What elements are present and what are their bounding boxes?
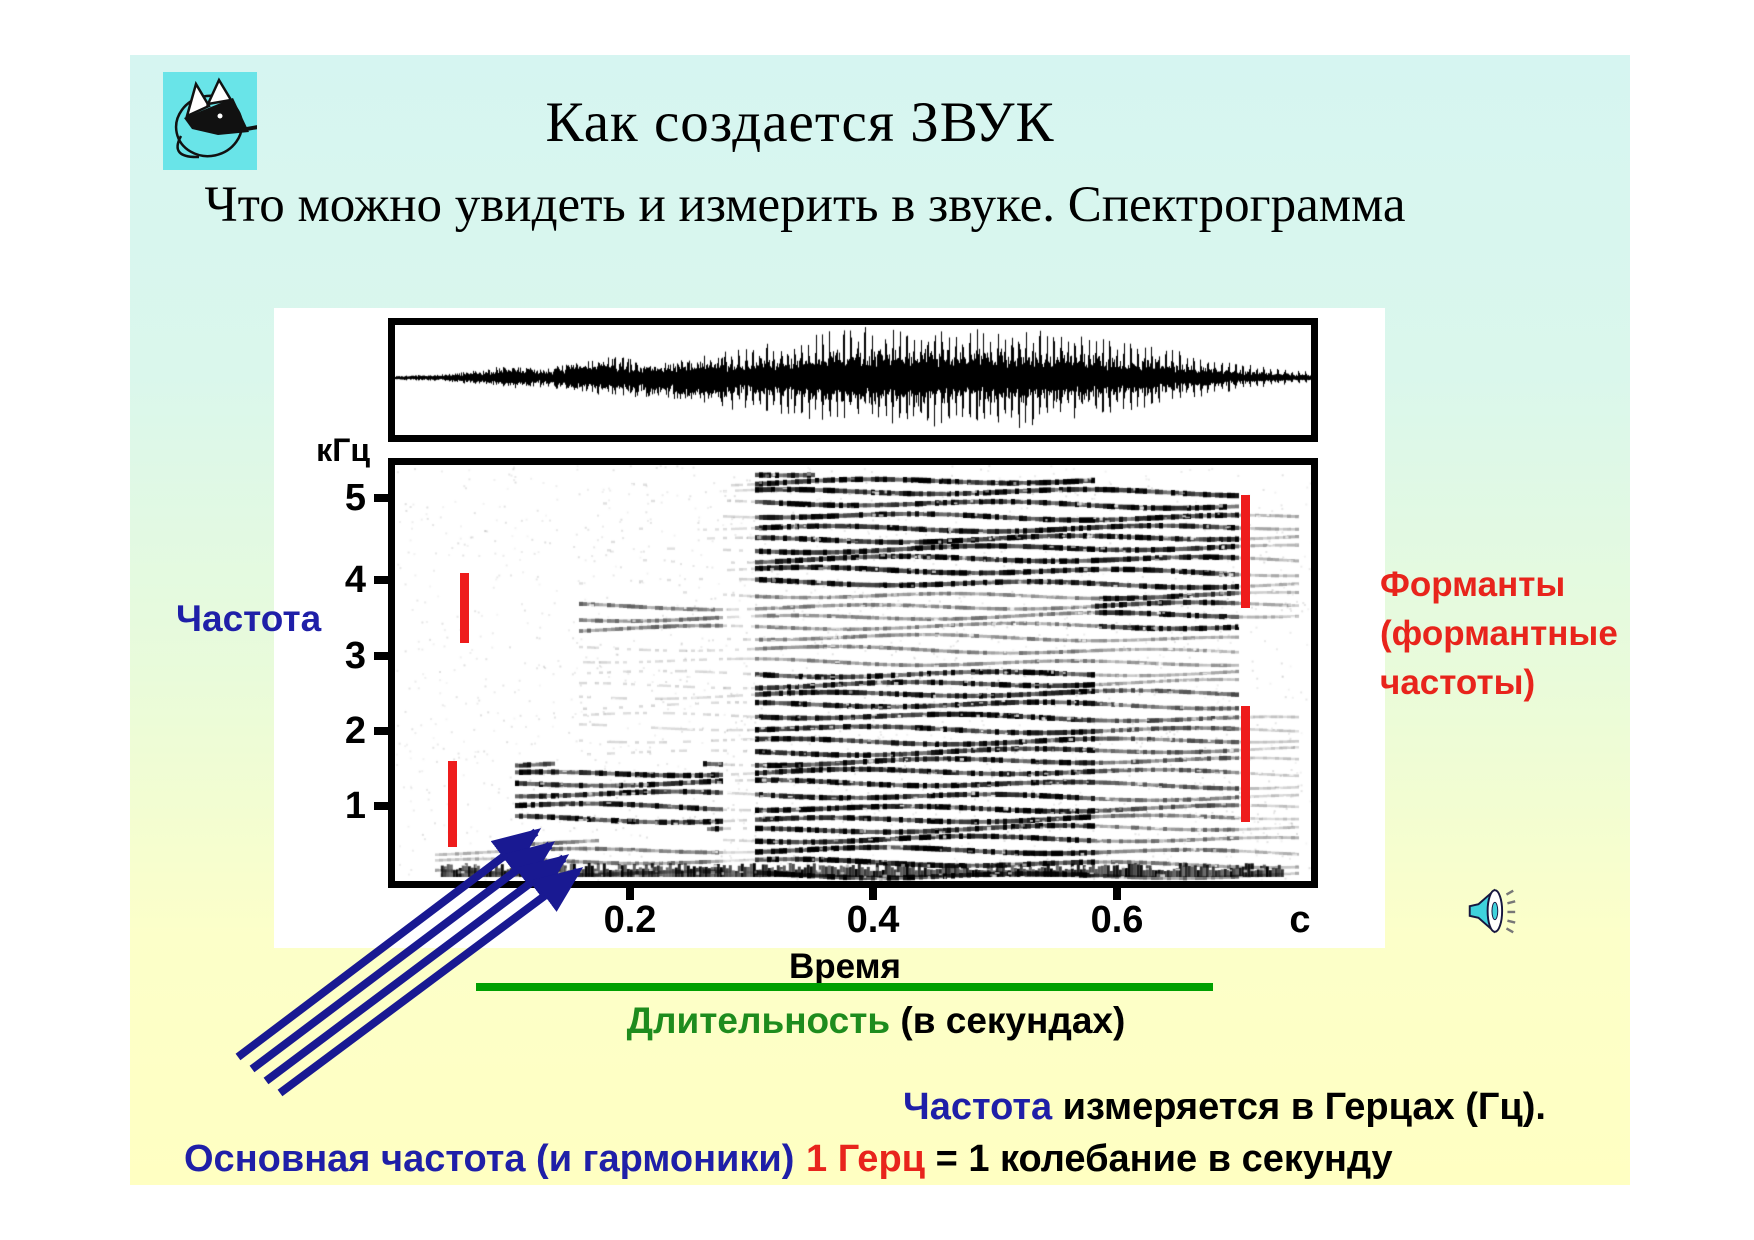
slide-subtitle: Что можно увидеть и измерить в звуке. Сп… [204,177,1406,233]
frequency-axis-label: Частота [176,598,322,639]
y-tickmark [374,802,391,810]
slide-title: Как создается ЗВУК [545,91,1055,154]
x-axis-unit-label: с [1289,899,1311,941]
frequency-definition-rest: измеряется в Герцах (Гц). [1052,1086,1546,1128]
formant-marker-right-lower [1241,706,1250,822]
fox-logo-icon [163,72,259,170]
hertz-definition-rest: = 1 колебание в секунду [925,1138,1393,1180]
x-tick-04: 0.4 [846,899,900,941]
spectrogram-panel [388,458,1318,888]
speaker-icon-glyph [1468,888,1516,934]
fox-logo [163,72,259,170]
speaker-icon[interactable] [1462,882,1520,940]
y-tick-2: 2 [344,710,366,752]
x-axis-title: Время [789,947,901,986]
frequency-word: Частота [903,1086,1053,1128]
y-tickmark [374,576,391,584]
x-tick-02: 0.2 [603,899,657,941]
formants-line-2: (формантные [1380,614,1618,653]
y-tick-5: 5 [344,477,366,519]
y-tick-3: 3 [344,635,366,677]
y-tickmark [374,494,391,502]
y-tickmark [374,727,391,735]
formant-marker-right-upper [1241,495,1250,608]
y-axis-unit-label: кГц [316,432,370,468]
formant-marker-left-upper [460,573,469,643]
x-tickmark [626,888,634,900]
waveform-panel [388,318,1318,442]
x-tickmark [869,888,877,900]
formants-label: Форманты (формантные частоты) [1380,560,1640,707]
x-tickmark [1113,888,1121,900]
formant-marker-left-lower [448,761,457,847]
hertz-word: 1 Герц [806,1138,926,1180]
y-tick-1: 1 [344,785,366,827]
formants-line-1: Форманты [1380,565,1566,604]
duration-label-rest: (в секундах) [890,1000,1126,1041]
duration-label: Длительность (в секундах) [540,1000,1212,1042]
formants-line-3: частоты) [1380,663,1536,702]
duration-underline [476,983,1213,991]
fundamental-frequency-label: Основная частота (и гармоники) [184,1138,795,1180]
y-tick-4: 4 [344,559,366,601]
waveform-canvas [395,325,1311,435]
frequency-definition-line: Частота измеряется в Герцах (Гц). [903,1086,1546,1129]
duration-label-green: Длительность [626,1000,891,1041]
x-tick-06: 0.6 [1090,899,1144,941]
spectrogram-canvas [395,465,1311,881]
y-tickmark [374,652,391,660]
hertz-definition-line: 1 Герц = 1 колебание в секунду [806,1138,1393,1181]
